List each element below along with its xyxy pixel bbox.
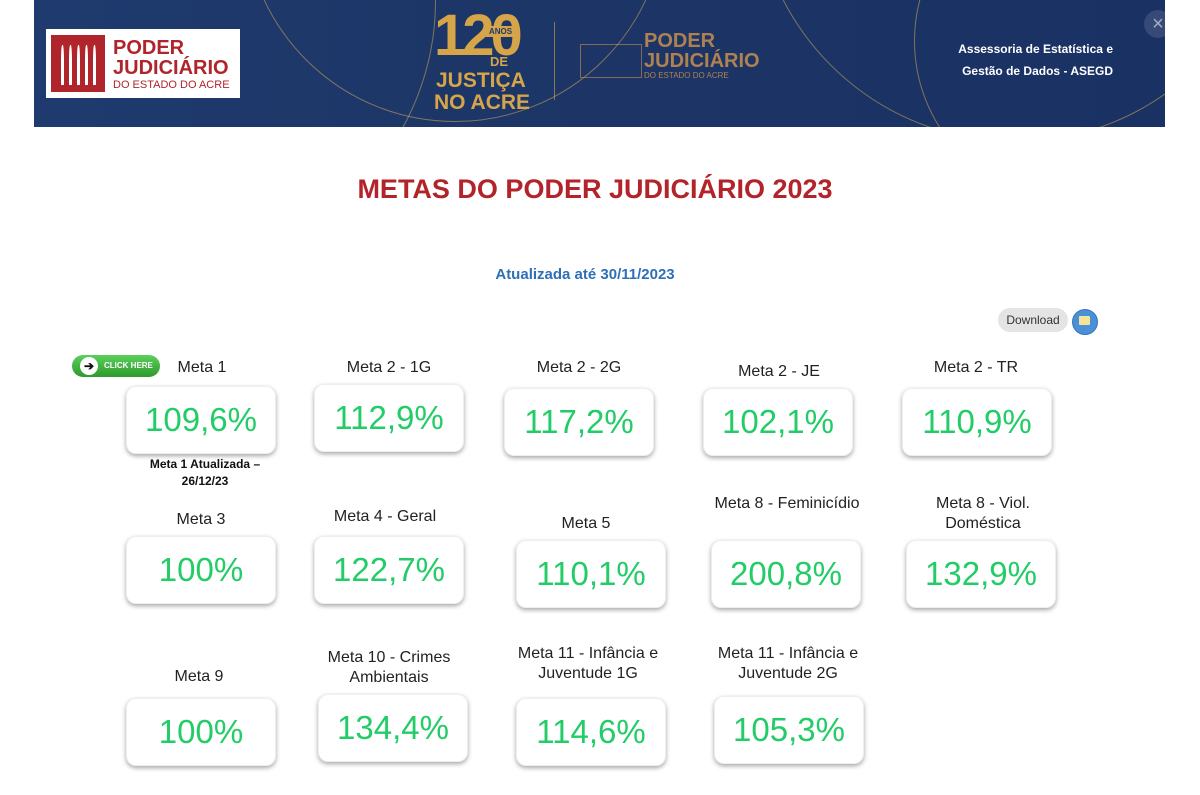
download-button[interactable]: Download [998,308,1068,332]
click-here-label: CLICK HERE [104,361,153,370]
meta-card[interactable]: 110,9% [902,388,1052,456]
header-divider [554,22,555,100]
anniversary-line1: JUSTIÇA [436,69,526,92]
meta-card[interactable]: 132,9% [906,540,1056,608]
meta-label: Meta 1 [177,359,227,376]
meta-card[interactable]: 105,3% [714,696,864,764]
tjac-emblem-icon [51,35,105,92]
meta-card[interactable]: 112,9% [314,384,464,452]
meta-label: Meta 3 [176,511,226,528]
meta-label: Meta 10 - Crimes Ambientais [327,649,451,686]
department-line2: Gestão de Dados - ASEGD [962,64,1113,78]
department-line1: Assessoria de Estatística e [958,42,1113,56]
anniversary-de: DE [490,54,509,69]
meta-value: 134,4% [337,709,449,746]
meta-card[interactable]: 117,2% [504,388,654,456]
meta-card[interactable]: 122,7% [314,536,464,604]
courthouse-icon [580,44,642,78]
meta1-update-note: Meta 1 Atualizada – 26/12/23 [149,457,261,488]
meta-value: 105,3% [733,711,845,748]
meta-label: Meta 2 - 1G [346,359,432,376]
logo2-line3: DO ESTADO DO ACRE [644,71,729,80]
close-icon[interactable]: × [1144,10,1165,38]
meta-value: 132,9% [925,555,1037,592]
meta-card[interactable]: 109,6% [126,386,276,454]
meta-value: 122,7% [333,551,445,588]
arrow-right-icon: ➔ [80,357,98,375]
logo2-line1: PODER [644,30,716,52]
meta-label: Meta 8 - Viol. Doméstica [936,495,1030,532]
meta-value: 100% [158,713,244,750]
meta-value: 109,6% [145,401,257,438]
click-here-button[interactable]: ➔ CLICK HERE [72,355,160,377]
page-title: METAS DO PODER JUDICIÁRIO 2023 [357,174,833,204]
meta-card[interactable]: 102,1% [703,388,853,456]
meta-card[interactable]: 100% [126,698,276,766]
meta-value: 110,9% [922,403,1032,440]
meta-value: 102,1% [722,403,834,440]
meta-label: Meta 4 - Geral [333,508,437,525]
meta-label: Meta 11 - Infância e Juventude 2G [717,645,859,682]
anniversary-tag: ANOS [486,26,516,37]
meta-value: 110,1% [536,555,646,592]
meta-label: Meta 5 [561,515,611,532]
meta-label: Meta 9 [174,668,224,685]
meta-card[interactable]: 200,8% [711,540,861,608]
meta-value: 117,2% [524,403,634,440]
meta-label: Meta 2 - 2G [536,359,622,376]
meta-card[interactable]: 134,4% [318,694,468,762]
meta-value: 100% [158,551,244,588]
logo-text-line1: PODER [113,37,185,59]
meta-label: Meta 11 - Infância e Juventude 1G [517,645,659,682]
logo2-line2: JUDICIÁRIO [644,50,760,72]
meta-label: Meta 2 - TR [933,359,1019,376]
meta-value: 112,9% [334,399,444,436]
meta-label: Meta 8 - Feminicídio [714,495,860,512]
logo-text-line3: DO ESTADO DO ACRE [113,79,230,91]
updated-date: Atualizada até 30/11/2023 [495,266,675,283]
meta-label: Meta 2 - JE [738,363,820,380]
logo-text-line2: JUDICIÁRIO [113,57,229,79]
meta-card[interactable]: 114,6% [516,698,666,766]
header-banner: PODER JUDICIÁRIO DO ESTADO DO ACRE 120 A… [34,0,1165,127]
meta-value: 114,6% [536,713,646,750]
anniversary-logo: 120 ANOS DE JUSTIÇA NO ACRE [434,6,534,120]
meta-card[interactable]: 110,1% [516,540,666,608]
download-icon[interactable] [1072,309,1098,335]
tjac-logo: PODER JUDICIÁRIO DO ESTADO DO ACRE [46,29,240,98]
anniversary-line2: NO ACRE [434,91,531,114]
meta-card[interactable]: 100% [126,536,276,604]
meta-value: 200,8% [730,555,842,592]
